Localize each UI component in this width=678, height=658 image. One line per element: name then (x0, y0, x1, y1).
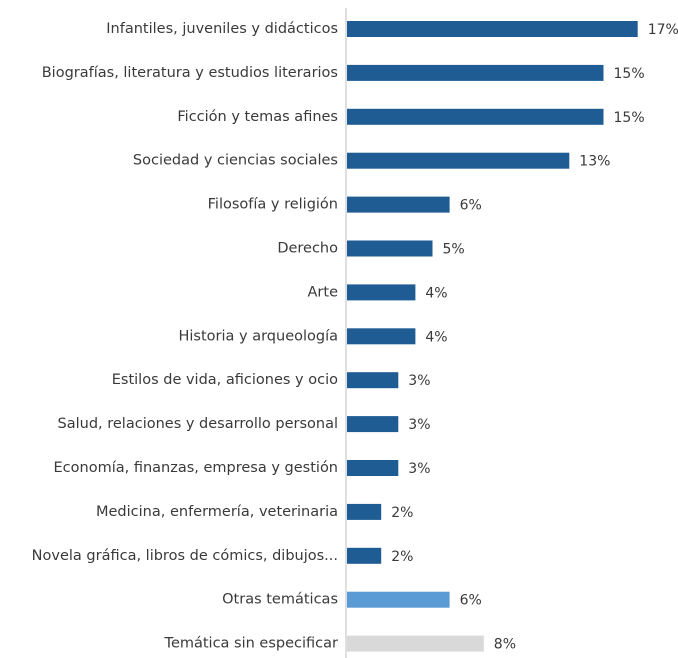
bar-biografias-literatura-y-estudios-literarios (347, 64, 604, 81)
bar-otras-tematicas (347, 591, 450, 608)
category-label-sociedad-y-ciencias-sociales: Sociedad y ciencias sociales (133, 153, 338, 169)
category-label-economia-finanzas-empresa-y-gestion: Economía, finanzas, empresa y gestión (54, 460, 339, 476)
value-label-historia-y-arqueologia: 4% (425, 329, 447, 345)
category-label-tematica-sin-especificar: Temática sin especificar (164, 636, 338, 652)
value-label-novela-grafica-libros-de-comics-dibujos: 2% (391, 549, 413, 565)
bar-filosofia-y-religion (347, 196, 450, 213)
category-label-novela-grafica-libros-de-comics-dibujos: Novela gráfica, libros de cómics, dibujo… (32, 548, 338, 564)
category-label-historia-y-arqueologia: Historia y arqueología (178, 328, 338, 344)
bar-arte (347, 284, 416, 301)
bar-salud-relaciones-y-desarrollo-personal (347, 416, 399, 433)
category-label-infantiles-juveniles-y-didacticos: Infantiles, juveniles y didácticos (106, 21, 338, 37)
bar-estilos-de-vida-aficiones-y-ocio (347, 372, 399, 389)
value-label-medicina-enfermeria-veterinaria: 2% (391, 505, 413, 521)
value-label-derecho: 5% (443, 242, 465, 258)
category-label-salud-relaciones-y-desarrollo-personal: Salud, relaciones y desarrollo personal (58, 416, 338, 432)
category-label-ficcion-y-temas-afines: Ficción y temas afines (177, 109, 338, 125)
category-label-filosofia-y-religion: Filosofía y religión (208, 197, 338, 213)
value-label-economia-finanzas-empresa-y-gestion: 3% (408, 461, 430, 477)
bar-tematica-sin-especificar (347, 635, 484, 652)
category-label-biografias-literatura-y-estudios-literarios: Biografías, literatura y estudios litera… (42, 65, 338, 81)
category-label-estilos-de-vida-aficiones-y-ocio: Estilos de vida, aficiones y ocio (112, 372, 338, 388)
category-label-arte: Arte (308, 284, 339, 300)
bar-historia-y-arqueologia (347, 328, 416, 345)
value-label-ficcion-y-temas-afines: 15% (614, 110, 645, 126)
value-label-salud-relaciones-y-desarrollo-personal: 3% (408, 417, 430, 433)
bar-derecho (347, 240, 433, 257)
bar-infantiles-juveniles-y-didacticos (347, 21, 638, 37)
bar-sociedad-y-ciencias-sociales (347, 152, 570, 169)
value-label-infantiles-juveniles-y-didacticos: 17% (648, 22, 678, 38)
value-label-arte: 4% (425, 285, 447, 301)
category-label-medicina-enfermeria-veterinaria: Medicina, enfermería, veterinaria (96, 504, 338, 520)
bar-medicina-enfermeria-veterinaria (347, 503, 382, 520)
value-label-otras-tematicas: 6% (460, 593, 482, 609)
labels-layer: Infantiles, juveniles y didácticos 17% Bio… (32, 21, 678, 653)
value-label-biografias-literatura-y-estudios-literarios: 15% (614, 66, 645, 82)
value-label-sociedad-y-ciencias-sociales: 13% (579, 154, 610, 170)
value-label-filosofia-y-religion: 6% (460, 198, 482, 214)
bar-ficcion-y-temas-afines (347, 108, 604, 125)
category-label-otras-tematicas: Otras temáticas (222, 592, 338, 608)
value-label-estilos-de-vida-aficiones-y-ocio: 3% (408, 373, 430, 389)
bar-economia-finanzas-empresa-y-gestion (347, 460, 399, 476)
category-label-derecho: Derecho (277, 241, 338, 257)
value-label-tematica-sin-especificar: 8% (494, 637, 516, 653)
bars-layer (347, 21, 638, 652)
bar-novela-grafica-libros-de-comics-dibujos (347, 547, 382, 564)
